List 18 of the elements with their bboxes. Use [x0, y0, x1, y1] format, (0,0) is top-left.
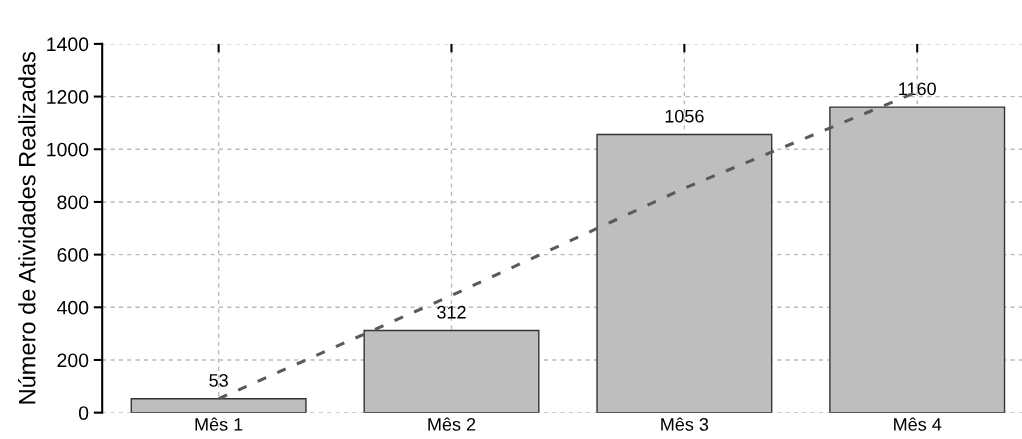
y-tick-label: 800 [57, 195, 89, 210]
data-label: 312 [437, 305, 466, 319]
y-tick-label: 1200 [47, 90, 89, 104]
data-label: 53 [209, 374, 228, 387]
x-tick-label: Mês 4 [894, 417, 942, 431]
data-label: 1160 [899, 82, 936, 96]
data-label: 1056 [665, 109, 704, 123]
y-tick-label: 1400 [47, 37, 89, 52]
y-tick-label: 600 [57, 248, 89, 262]
x-tick-label: Mês 3 [661, 417, 709, 431]
x-tick-label: Mês 1 [195, 417, 243, 431]
y-axis-title: Número de Atividades Realizadas [17, 51, 36, 404]
y-tick-label: 400 [57, 300, 89, 315]
y-tick-label: 1000 [47, 142, 89, 157]
bar [130, 398, 307, 413]
x-tick-label: Mês 2 [428, 417, 476, 431]
y-tick-label: 0 [78, 406, 89, 420]
y-tick-label: 200 [57, 353, 89, 368]
